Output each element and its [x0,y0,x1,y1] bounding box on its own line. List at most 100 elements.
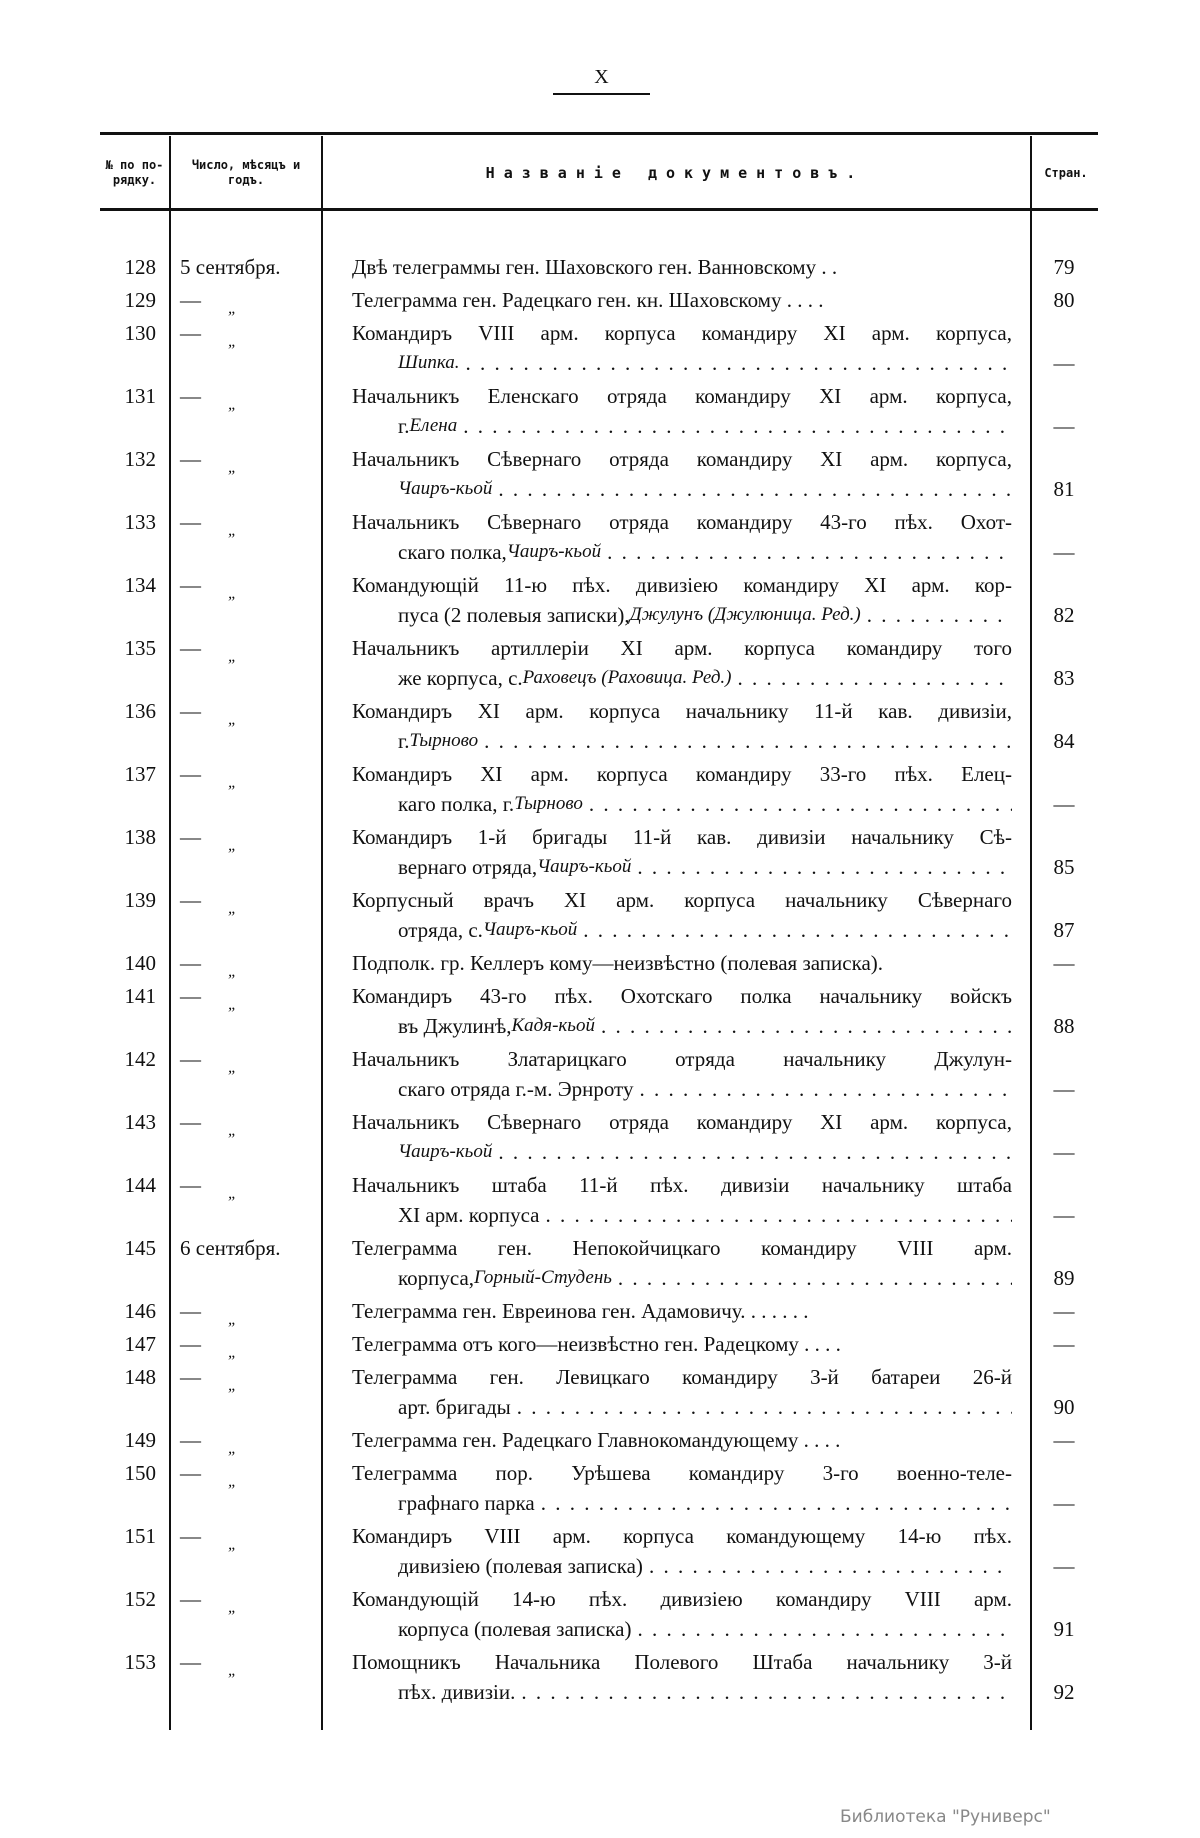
ditto-mark: „ [228,1185,237,1202]
row-title: Начальникъ Еленскаго отряда командиру XI… [352,381,1012,441]
row-page: 81 [1053,477,1075,501]
table-row: 138— „ Командиръ 1-й бригады 11-й кав. див… [100,822,1098,882]
place-name: Чаиръ-кьой [506,541,602,562]
row-number: 128 [124,255,157,279]
title-text: Телеграмма пор. Урѣшева командиру 3-го в… [352,1461,1012,1485]
title-line-1: Командиръ 43-го пѣх. Охотскаго полка нач… [352,981,1012,1011]
row-number: 131 [124,384,157,408]
title-text-cont: корпуса, [398,1266,475,1290]
row-page: 87 [1053,918,1075,942]
title-text: Командующій 11-ю пѣх. дивизіею командиру… [352,573,1012,597]
row-title: Телеграмма ген. Радецкаго Главнокомандую… [352,1425,1012,1455]
row-date: — „ [180,1170,420,1203]
ditto-dash: — [180,825,201,849]
title-line-2: скаго полка, Чаиръ-кьой [352,537,1012,567]
title-line-2: XI арм. корпуса [352,1200,1012,1230]
row-page: 79 [1053,255,1075,279]
table-row: 139— „ Корпусный врачъ XI арм. корпуса нач… [100,885,1098,945]
row-title: Телеграмма ген. Радецкаго ген. кн. Шахов… [352,285,1012,315]
row-title: Телеграмма пор. Урѣшева командиру 3-го в… [352,1458,1012,1518]
title-text: Командующій 14-ю пѣх. дивизіею командиру… [352,1587,1012,1611]
row-title: Начальникъ Сѣвернаго отряда командиру XI… [352,444,1012,504]
title-line-2: Шипка. [352,348,1012,378]
row-date: — „ [180,1521,420,1554]
title-text: Телеграмма ген. Евреинова ген. Адамовичу… [352,1299,809,1323]
dot-leader [639,1074,1012,1104]
row-page: 92 [1053,1680,1075,1704]
row-page: — [1053,1203,1075,1227]
row-title: Командиръ XI арм. корпуса начальнику 11-… [352,696,1012,756]
ditto-mark: „ [228,1473,237,1490]
title-text-cont: г. [398,729,410,753]
row-page: — [1053,1554,1075,1578]
row-number: 135 [124,636,157,660]
title-line-1: Командующій 14-ю пѣх. дивизіею командиру… [352,1584,1012,1614]
place-name: Чаиръ-кьой [398,478,493,499]
dot-leader [649,1551,1012,1581]
row-date: — „ [180,1584,420,1617]
row-title: Двѣ телеграммы ген. Шаховского ген. Ванн… [352,252,1012,282]
title-text: Начальникъ артиллеріи XI арм. корпуса ко… [352,636,1012,660]
row-number: 139 [124,888,157,912]
title-line-1: Телеграмма ген. Евреинова ген. Адамовичу… [352,1296,1012,1326]
row-date: — „ [180,1107,420,1140]
title-text: Двѣ телеграммы ген. Шаховского ген. Ванн… [352,255,838,279]
row-number: 129 [124,288,157,312]
ditto-dash: — [180,1110,201,1134]
row-page: — [1053,951,1075,975]
ditto-dash: — [180,288,201,312]
row-date: — „ [180,1329,420,1362]
title-line-1: Командиръ XI арм. корпуса командиру 33-г… [352,759,1012,789]
document-list: 128 5 сентября. Двѣ телеграммы ген. Шаховс… [100,252,1098,1710]
title-line-2: Чаиръ-кьой [352,474,1012,504]
row-number: 138 [124,825,157,849]
dot-leader [589,789,1012,819]
row-date: — „ [180,1362,420,1395]
row-number: 130 [124,321,157,345]
row-date: — „ [180,633,420,666]
row-date: — „ [180,507,420,540]
ditto-dash: — [180,951,201,975]
row-number: 142 [124,1047,157,1071]
row-date: — „ [180,1458,420,1491]
title-line-1: Начальникъ штаба 11-й пѣх. дивизіи начал… [352,1170,1012,1200]
row-date: — „ [180,981,420,1014]
page-number: X [594,66,609,88]
title-line-1: Корпусный врачъ XI арм. корпуса начальни… [352,885,1012,915]
row-title: Подполк. гр. Келлеръ кому—неизвѣстно (по… [352,948,1012,978]
ditto-mark: „ [228,963,237,980]
title-line-1: Командиръ VIII арм. корпуса командиру XI… [352,318,1012,348]
place-name: Чаиръ-кьой [537,856,632,877]
ditto-dash: — [180,1365,201,1389]
row-number: 140 [124,951,157,975]
ditto-mark: „ [228,300,237,317]
ditto-mark: „ [228,1662,237,1679]
title-line-2: арт. бригады [352,1392,1012,1422]
title-text-cont: дивизіею (полевая записка) [398,1554,643,1578]
row-number: 145 [124,1236,157,1260]
title-line-1: Начальникъ артиллеріи XI арм. корпуса ко… [352,633,1012,663]
ditto-mark: „ [228,1122,237,1139]
place-name: Шипка. [398,352,460,373]
row-title: Телеграмма отъ кого—неизвѣстно ген. Раде… [352,1329,1012,1359]
ditto-dash: — [180,888,201,912]
row-number: 149 [124,1428,157,1452]
title-text-cont: пѣх. дивизіи. [398,1680,516,1704]
ditto-mark: „ [228,333,237,350]
ditto-mark: „ [228,396,237,413]
table-row: 153— „ Помощникъ Начальника Полевого Штаба… [100,1647,1098,1707]
title-text: Помощникъ Начальника Полевого Штаба нача… [352,1650,1012,1674]
dot-leader [618,1263,1012,1293]
table-row: 145 6 сентября. Телеграмма ген. Непокойчиц… [100,1233,1098,1293]
title-text-cont: пуса (2 полевыя записки), [398,603,630,627]
row-page: — [1053,1491,1075,1515]
dot-leader [465,348,1012,378]
row-title: Командиръ 43-го пѣх. Охотскаго полка нач… [352,981,1012,1041]
table-row: 143— „ Начальникъ Сѣвернаго отряда команди… [100,1107,1098,1167]
title-text-cont: корпуса (полевая записка) [398,1617,632,1641]
table-row: 129 — „ Телеграмма ген. Радецкаго ген. кн. … [100,285,1098,317]
ditto-mark: „ [228,1440,237,1457]
row-title: Начальникъ Сѣвернаго отряда командиру XI… [352,1107,1012,1167]
row-title: Командующій 11-ю пѣх. дивизіею командиру… [352,570,1012,630]
header-date: Число, мѣсяцъ и годъ. [191,158,301,187]
